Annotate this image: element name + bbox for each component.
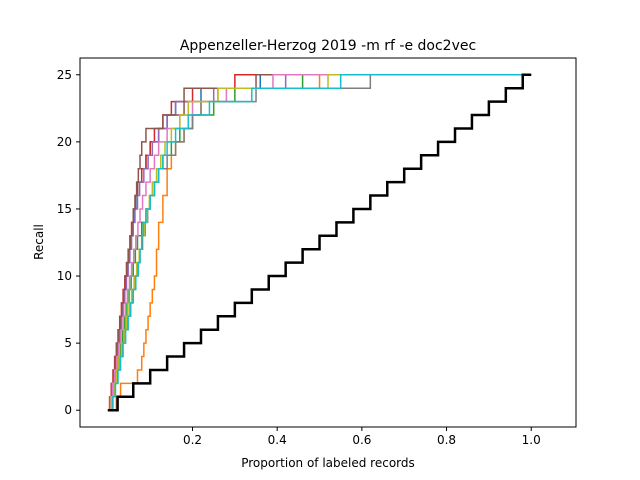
y-tick-label: 5 — [64, 336, 72, 350]
series-line-6 — [107, 74, 532, 411]
y-tick-label: 10 — [57, 269, 72, 283]
y-tick-label: 15 — [57, 202, 72, 216]
y-tick-label: 25 — [57, 68, 72, 82]
y-axis-label: Recall — [32, 224, 46, 260]
x-tick-label: 0.4 — [268, 433, 287, 447]
x-axis-ticks: 0.2 0.4 0.6 0.8 1.0 — [183, 427, 541, 447]
y-axis-ticks: 0 5 10 15 20 25 — [57, 68, 80, 417]
x-axis-label: Proportion of labeled records — [241, 456, 415, 470]
x-tick-label: 1.0 — [522, 433, 541, 447]
chart-title: Appenzeller-Herzog 2019 -m rf -e doc2vec — [180, 38, 476, 54]
baseline-line — [107, 73, 532, 412]
axes-frame — [79, 57, 577, 428]
series-line-10 — [107, 74, 532, 411]
x-tick-label: 0.6 — [352, 433, 371, 447]
plot-lines — [107, 73, 532, 412]
y-tick-label: 0 — [64, 403, 72, 417]
x-tick-label: 0.2 — [183, 433, 202, 447]
x-tick-label: 0.8 — [437, 433, 456, 447]
y-tick-label: 20 — [57, 135, 72, 149]
